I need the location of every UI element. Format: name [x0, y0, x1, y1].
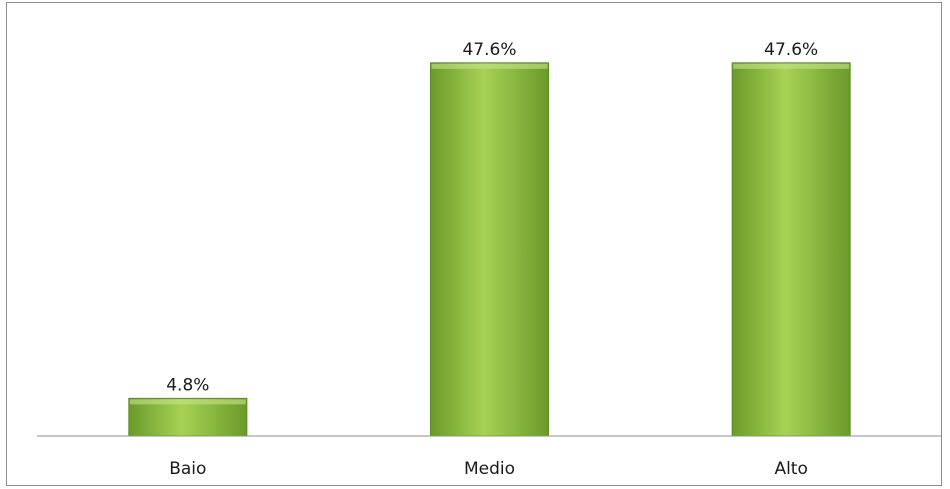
- x-tick-label-medio: Medio: [464, 459, 515, 479]
- bar-highlight-baio: [129, 399, 246, 405]
- bars-layer: [128, 62, 851, 437]
- data-label-alto: 47.6%: [764, 40, 818, 60]
- x-tick-label-baio: Baio: [169, 459, 206, 479]
- bar-alto: [731, 62, 851, 437]
- bar-highlight-alto: [733, 63, 850, 69]
- x-tick-label-alto: Alto: [774, 459, 807, 479]
- data-label-medio: 47.6%: [462, 40, 516, 60]
- labels-layer: 4.8% Baio 47.6% Medio 47.6% Alto: [166, 40, 818, 479]
- bar-highlight-medio: [431, 63, 548, 69]
- bar-medio: [430, 62, 549, 437]
- bar-baio: [128, 397, 248, 437]
- data-label-baio: 4.8%: [166, 375, 209, 395]
